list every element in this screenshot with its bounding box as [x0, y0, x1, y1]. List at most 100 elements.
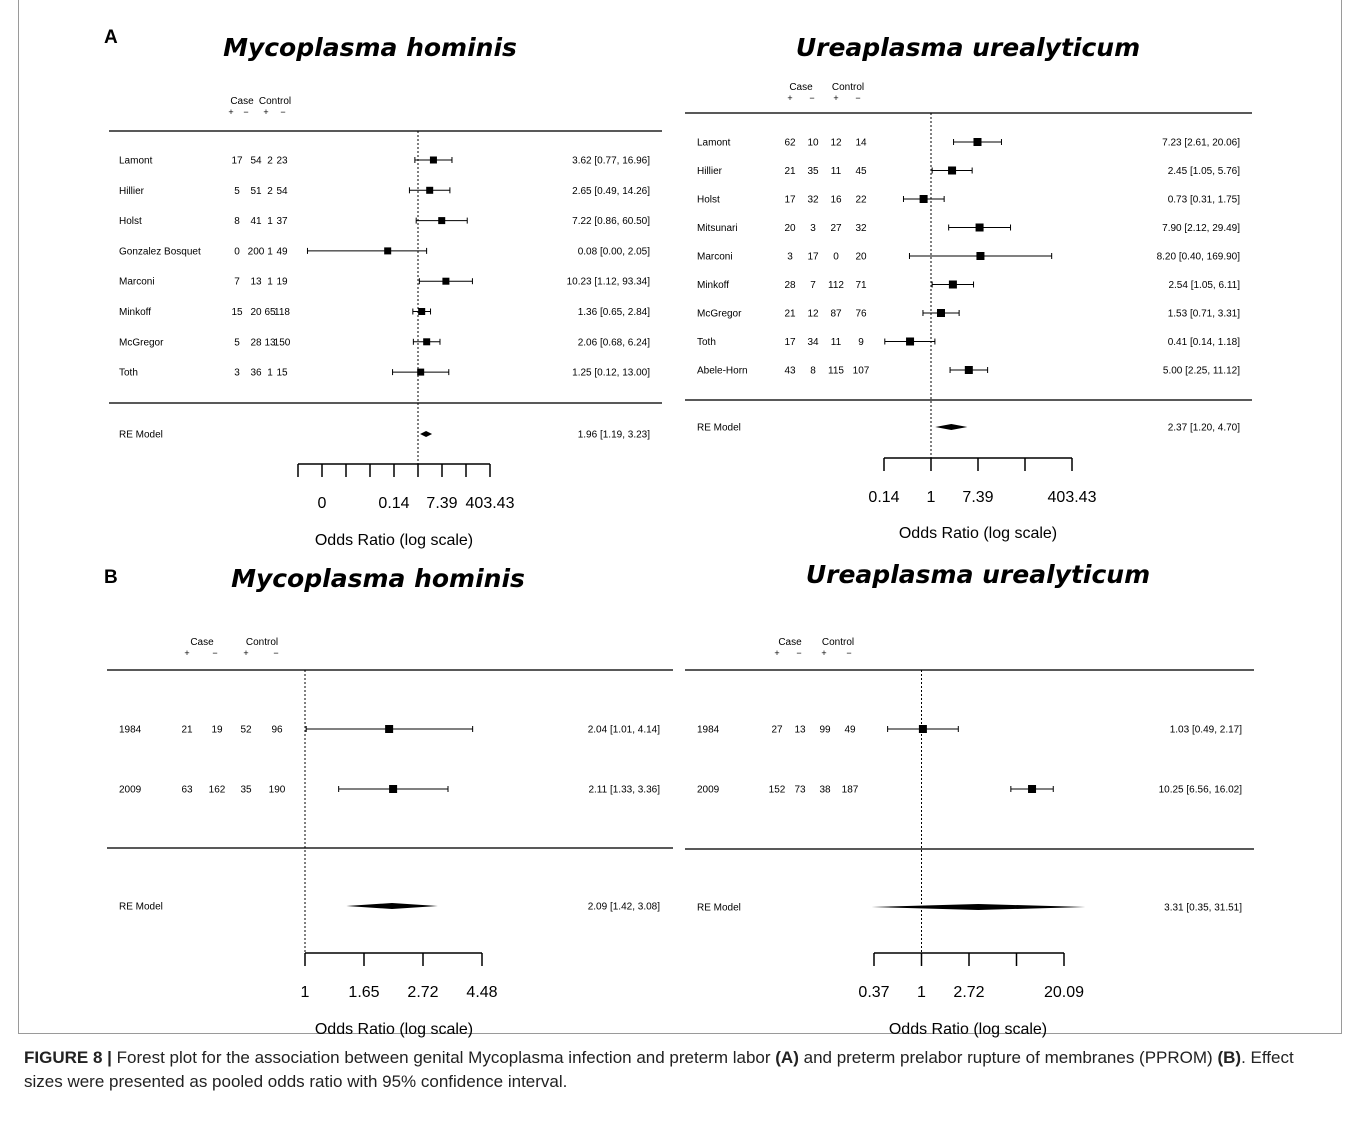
point-estimate	[948, 166, 957, 175]
effect-label: 7.90 [2.12, 29.49]	[1162, 223, 1240, 234]
col-header-case: Case	[778, 637, 802, 648]
col-header-control: Control	[246, 637, 278, 648]
effect-label: 1.25 [0.12, 13.00]	[572, 368, 650, 379]
x-tick-label: 0.37	[858, 984, 889, 1001]
point-estimate	[384, 247, 392, 255]
study-count: 21	[784, 166, 796, 177]
col-header-sign: +	[821, 648, 826, 658]
study-name: Abele-Horn	[697, 366, 748, 377]
study-count: 118	[274, 307, 290, 318]
study-count: 19	[276, 277, 288, 288]
effect-label: 7.22 [0.86, 60.50]	[572, 216, 650, 227]
study-count: 36	[250, 368, 262, 379]
pooled-name: RE Model	[119, 430, 163, 441]
col-header-sign: −	[855, 93, 860, 103]
col-header-sign: +	[184, 648, 189, 658]
study-count: 52	[240, 725, 252, 736]
x-tick-label: 403.43	[1048, 489, 1097, 506]
x-tick-label: 7.39	[962, 489, 993, 506]
study-count: 20	[784, 223, 796, 234]
figure-caption: FIGURE 8 | Forest plot for the associati…	[24, 1046, 1336, 1094]
point-estimate	[389, 785, 398, 793]
study-count: 22	[855, 195, 867, 206]
effect-label: 0.73 [0.31, 1.75]	[1168, 195, 1241, 206]
study-count: 8	[810, 366, 816, 377]
study-count: 1	[267, 368, 273, 379]
study-count: 0	[234, 246, 240, 257]
study-count: 1	[267, 246, 273, 257]
point-estimate	[936, 309, 945, 317]
x-tick-label: 0.14	[378, 495, 409, 512]
col-header-sign: −	[846, 648, 851, 658]
study-count: 21	[181, 725, 193, 736]
study-count: 16	[830, 195, 842, 206]
x-tick-label: 2.72	[953, 984, 984, 1001]
study-count: 87	[830, 309, 842, 320]
study-count: 28	[250, 337, 262, 348]
study-count: 15	[276, 368, 288, 379]
effect-label: 3.62 [0.77, 16.96]	[572, 156, 650, 167]
study-name: 2009	[119, 785, 142, 796]
study-count: 112	[828, 280, 844, 291]
study-count: 41	[250, 216, 262, 227]
study-count: 5	[234, 337, 240, 348]
x-axis-label: Odds Ratio (log scale)	[315, 532, 473, 549]
caption-text-2: and preterm prelabor rupture of membrane…	[803, 1048, 1213, 1067]
study-count: 71	[855, 280, 867, 291]
study-count: 1	[267, 277, 273, 288]
col-header-sign: +	[228, 107, 233, 117]
study-count: 3	[234, 368, 240, 379]
study-count: 23	[276, 156, 288, 167]
study-name: Holst	[119, 216, 142, 227]
x-tick-label: 2.72	[407, 984, 438, 1001]
caption-label: FIGURE 8 |	[24, 1048, 112, 1067]
study-count: 17	[807, 252, 819, 263]
effect-label: 2.11 [1.33, 3.36]	[588, 785, 660, 796]
study-count: 5	[234, 186, 240, 197]
pooled-diamond	[935, 424, 968, 430]
panel-label-b: B	[104, 567, 118, 588]
study-count: 190	[269, 785, 286, 796]
study-count: 63	[181, 785, 193, 796]
x-tick-label: 0	[318, 495, 327, 512]
study-name: Mitsunari	[697, 223, 738, 234]
study-name: Gonzalez Bosquet	[119, 246, 201, 257]
study-name: McGregor	[697, 309, 742, 320]
point-estimate	[918, 725, 927, 733]
study-count: 17	[231, 156, 243, 167]
effect-label: 1.36 [0.65, 2.84]	[578, 307, 651, 318]
pooled-name: RE Model	[697, 423, 741, 434]
point-estimate	[426, 186, 434, 194]
study-count: 9	[858, 337, 864, 348]
study-name: 1984	[119, 725, 142, 736]
col-header-sign: −	[243, 107, 248, 117]
col-header-sign: +	[263, 107, 268, 117]
study-name: McGregor	[119, 337, 164, 348]
col-header-sign: −	[273, 648, 278, 658]
col-header-sign: −	[280, 107, 285, 117]
study-count: 115	[828, 366, 844, 377]
study-count: 43	[784, 366, 796, 377]
pooled-name: RE Model	[697, 903, 741, 914]
pooled-diamond	[871, 904, 1086, 910]
study-count: 35	[807, 166, 819, 177]
col-header-control: Control	[822, 637, 854, 648]
caption-marker-a: (A)	[775, 1048, 799, 1067]
study-count: 12	[807, 309, 819, 320]
point-estimate	[423, 338, 431, 346]
pooled-label: 2.09 [1.42, 3.08]	[588, 902, 661, 913]
study-count: 28	[784, 280, 796, 291]
study-count: 73	[794, 785, 806, 796]
study-count: 21	[784, 309, 796, 320]
effect-label: 5.00 [2.25, 11.12]	[1163, 366, 1240, 377]
point-estimate	[418, 308, 426, 315]
study-count: 32	[807, 195, 819, 206]
effect-label: 8.20 [0.40, 169.90]	[1157, 252, 1241, 263]
caption-text-3: . Effect sizes were presented as pooled …	[24, 1048, 1294, 1091]
point-estimate	[976, 252, 985, 260]
figure-frame-left	[18, 0, 19, 1034]
study-name: Hillier	[697, 166, 723, 177]
pooled-diamond	[420, 431, 433, 437]
point-estimate	[438, 217, 446, 225]
